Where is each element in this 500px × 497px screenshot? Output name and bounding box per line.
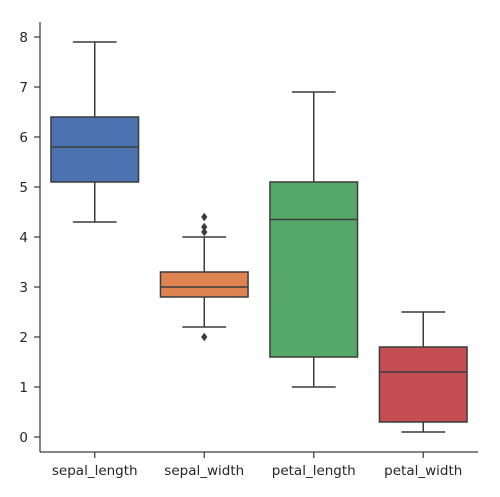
box-series	[50, 41, 468, 433]
iqr-box	[159, 271, 249, 298]
x-tick-label: petal_length	[272, 463, 356, 479]
outlier-point	[201, 222, 208, 232]
y-tick-label: 5	[19, 180, 28, 196]
x-tick-label: sepal_width	[164, 463, 244, 479]
y-tick-label: 2	[19, 330, 28, 346]
y-tick-label: 1	[19, 380, 28, 396]
iqr-box	[378, 346, 468, 423]
y-tick-label: 7	[19, 80, 28, 96]
iqr-box	[50, 116, 140, 183]
x-tick-label: petal_width	[384, 463, 462, 479]
outlier-point	[201, 227, 208, 237]
y-tick-label: 8	[19, 30, 28, 46]
x-axis: sepal_length sepal_width petal_length petal…	[40, 451, 478, 479]
box-petal-length	[269, 91, 359, 388]
box-sepal-length	[50, 41, 140, 223]
box-petal-width	[378, 311, 468, 433]
outlier-point	[201, 332, 208, 342]
x-tick-label: sepal_length	[52, 463, 138, 479]
outlier-point	[201, 212, 208, 222]
y-axis: 0 1 2 3 4 5 6 7 8	[19, 22, 41, 452]
box-sepal-width	[159, 212, 249, 342]
y-tick-label: 6	[19, 130, 28, 146]
y-tick-label: 3	[19, 280, 28, 296]
y-tick-label: 0	[19, 430, 28, 446]
y-tick-label: 4	[19, 230, 28, 246]
iqr-box	[269, 181, 359, 358]
